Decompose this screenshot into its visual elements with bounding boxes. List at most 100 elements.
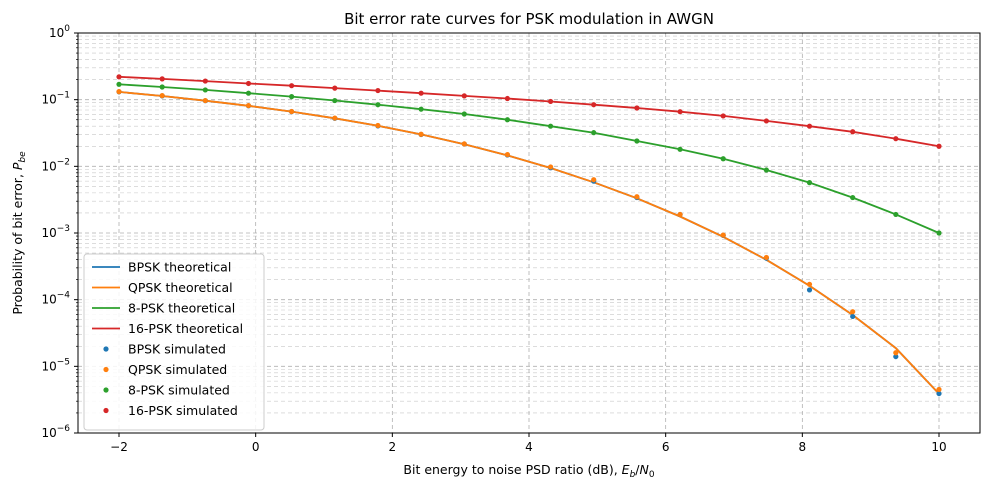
data-point [504,95,511,102]
legend-label-bpsk-simulated: BPSK simulated [128,342,226,357]
data-point [159,84,165,90]
x-tick-label: 8 [799,440,807,454]
data-point [634,105,640,111]
x-tick-label: 2 [389,440,397,454]
data-point [461,111,467,117]
data-point [418,131,424,137]
data-point [806,281,813,287]
data-point [547,98,554,105]
data-point [375,102,381,108]
data-point [332,85,338,91]
data-point [332,97,338,104]
data-point [289,83,295,89]
data-point [806,180,813,186]
legend-label-8-psk-theoretical: 8-PSK theoretical [128,301,235,316]
y-tick-label: 10−2 [41,157,70,173]
series-line-16-psk-theoretical [118,75,940,148]
data-point [763,254,769,261]
data-point [893,136,899,142]
data-point [289,108,295,115]
data-point [547,123,554,129]
data-point [720,156,726,162]
y-tick-label: 10−6 [41,424,70,440]
data-point [763,118,769,124]
data-point [850,309,856,315]
data-point [720,113,726,119]
x-tick-label: 10 [931,440,946,454]
data-point [461,93,467,99]
data-point [116,74,122,80]
data-point [116,89,122,95]
data-point [936,143,942,149]
x-axis-label: Bit energy to noise PSD ratio (dB), Eb/N… [403,462,654,480]
data-point [332,115,338,121]
data-point [591,177,597,183]
data-point [116,81,122,87]
data-point [375,122,381,129]
data-point [547,164,554,170]
data-point [936,230,942,236]
legend-label-qpsk-theoretical: QPSK theoretical [128,280,233,295]
data-point [202,78,208,84]
x-axis-ticks: −2 0 2 4 6 8 10 [110,433,947,454]
y-tick-label: 10−4 [41,291,70,307]
legend-swatch-16-psk-simulated [103,407,109,414]
data-point [634,194,640,200]
x-tick-label: 0 [252,440,260,454]
data-point [591,102,597,108]
data-point [418,90,424,96]
series-line-qpsk-theoretical [118,91,940,395]
data-point [936,390,942,397]
y-tick-label: 10−3 [41,224,70,240]
legend-label-16-psk-theoretical: 16-PSK theoretical [128,321,243,336]
y-tick-label: 10−5 [41,357,70,373]
data-point [893,353,899,360]
series-line-8-psk-theoretical [118,83,940,234]
data-point [677,109,683,115]
data-point [159,76,165,82]
data-point [677,146,683,152]
data-point [504,151,511,158]
data-point [418,106,424,112]
legend: BPSK theoretical QPSK theoretical 8-PSK th… [83,253,265,431]
data-point [245,102,252,109]
data-point [634,138,640,144]
data-point [850,194,856,201]
data-point [245,90,252,96]
series-points-8-psk-simulated [116,81,942,236]
data-point [806,287,813,293]
x-tick-label: 4 [525,440,533,454]
data-point [893,211,899,218]
legend-label-16-psk-simulated: 16-PSK simulated [128,403,238,418]
legend-label-bpsk-theoretical: BPSK theoretical [128,260,231,275]
data-point [159,93,165,99]
y-axis-ticks: 10−6 10−5 10−4 10−3 10−2 10−1 100 [41,24,78,440]
y-tick-label: 100 [49,24,70,40]
data-point [591,130,597,136]
data-point [720,232,726,238]
series-lines [118,75,940,395]
series-points-16-psk-simulated [116,74,942,149]
data-point [289,94,295,100]
legend-box [83,253,265,431]
data-point [936,386,942,393]
legend-swatch-8-psk-simulated [103,387,109,393]
x-tick-label: −2 [110,440,128,454]
y-tick-label: 10−1 [41,91,70,107]
series-points [116,74,942,397]
data-point [763,167,769,173]
data-point [806,123,813,129]
y-axis-label: Probability of bit error, Pbe [10,151,28,315]
x-tick-label: 6 [662,440,670,454]
data-point [375,87,381,94]
data-point [677,211,683,218]
data-point [245,80,252,87]
data-point [850,129,856,135]
data-point [850,313,856,320]
data-point [202,87,208,93]
data-point [461,141,467,147]
chart-title: Bit error rate curves for PSK modulation… [344,10,714,28]
data-point [504,117,511,123]
legend-label-qpsk-simulated: QPSK simulated [128,362,227,377]
